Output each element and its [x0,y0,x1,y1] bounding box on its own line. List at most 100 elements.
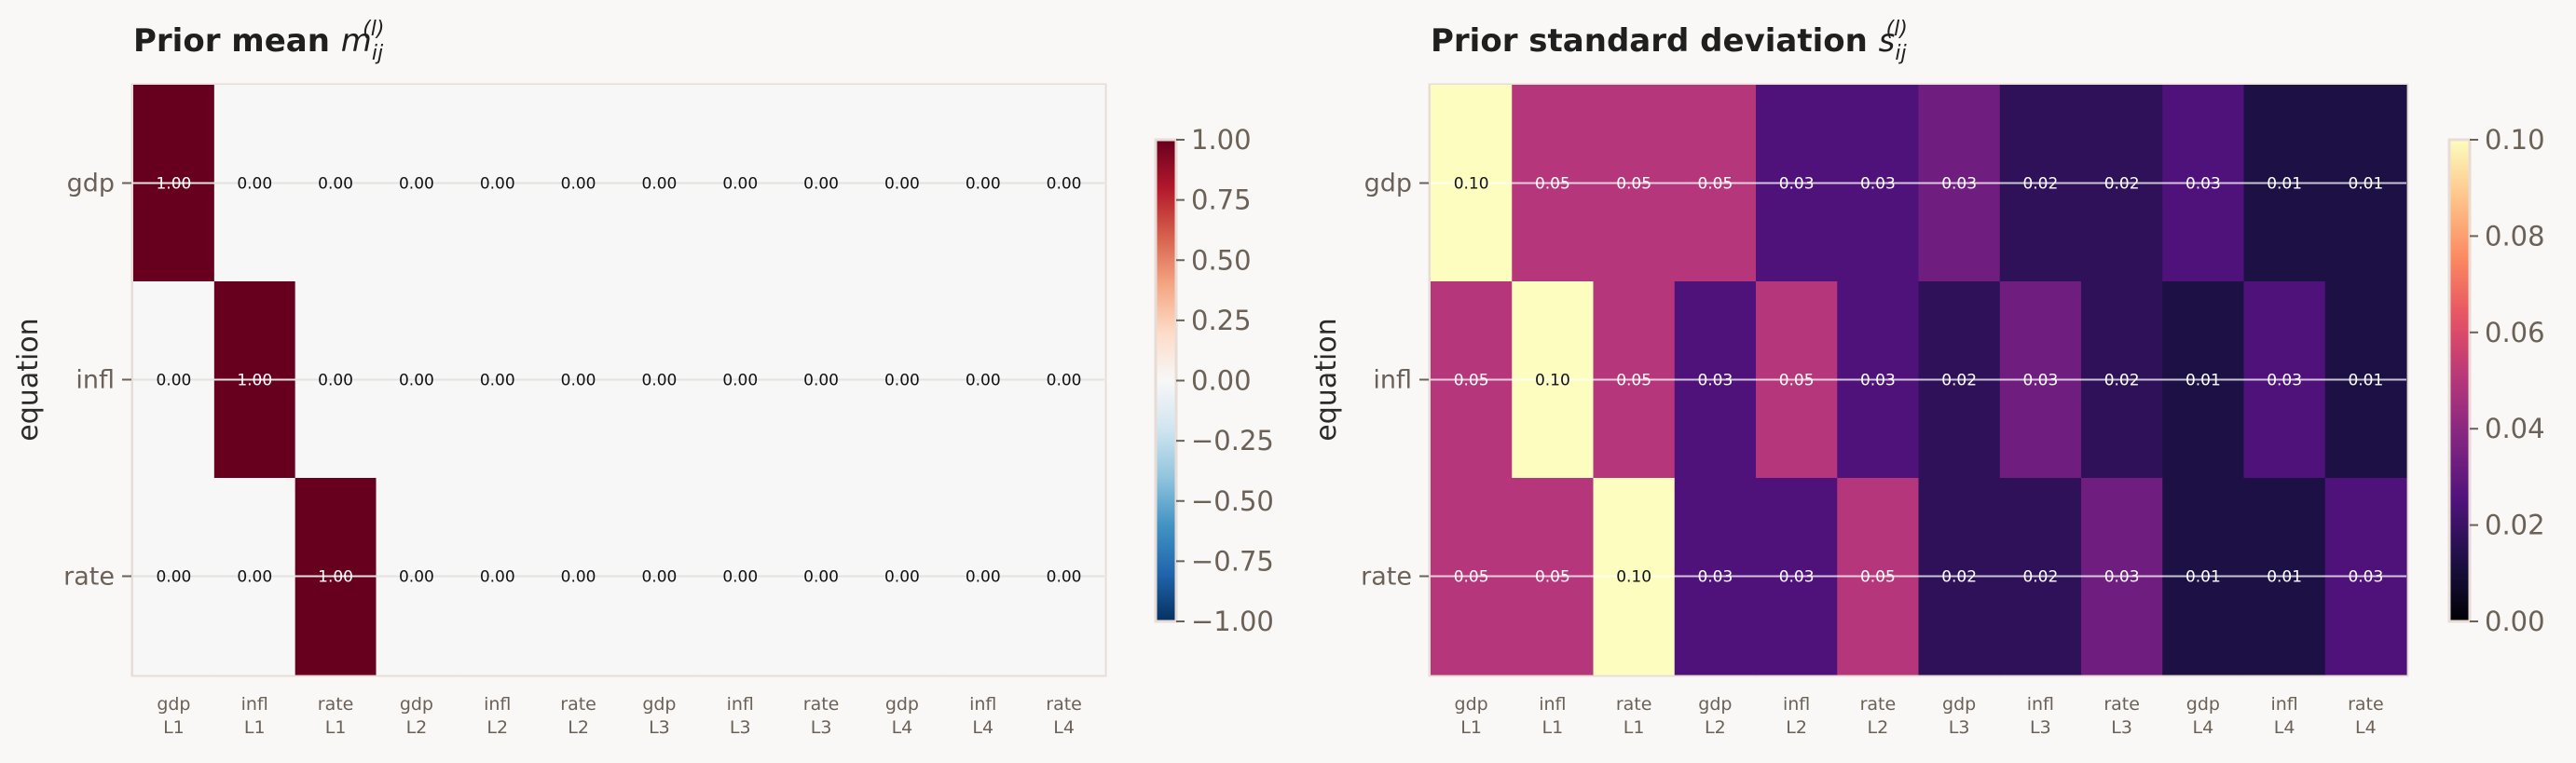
cell-value-label: 0.02 [1941,568,1977,587]
cell-value-label: 0.00 [966,175,1001,194]
cell-value-label: 0.00 [561,372,596,390]
x-tick-label: rate [318,694,354,715]
colorbar-tick-label: 1.00 [1191,124,1252,156]
cell-value-label: 0.00 [1047,568,1082,587]
cell-value-label: 0.03 [1697,372,1733,390]
cell-value-label: 0.01 [2185,372,2221,390]
cell-value-label: 0.00 [641,372,677,390]
cell-value-label: 0.00 [884,175,920,194]
cell-value-label: 0.00 [803,568,839,587]
x-tick-label: infl [1539,694,1566,715]
x-tick-label-lag: L4 [1053,717,1075,738]
x-tick-label: rate [1046,694,1082,715]
cell-value-label: 0.00 [1047,372,1082,390]
cell-value-label: 0.00 [966,372,1001,390]
colorbar [1154,138,1178,623]
cell-value-label: 0.05 [1616,175,1651,194]
cell-value-label: 0.00 [399,175,434,194]
cell-value-label: 0.02 [2022,568,2058,587]
cell-value-label: 0.00 [803,372,839,390]
cell-value-label: 0.03 [2104,568,2140,587]
cell-value-label: 0.03 [2022,372,2058,390]
cell-value-label: 1.00 [237,372,272,390]
colorbar-tick-label: 0.75 [1191,184,1252,216]
cell-value-label: 0.00 [480,372,515,390]
x-tick-label-lag: L1 [1542,717,1564,738]
x-tick-label: infl [727,694,754,715]
chart-title: Prior mean mij(l) [133,18,384,65]
cell-value-label: 0.00 [966,568,1001,587]
cell-value-label: 0.01 [2348,175,2383,194]
y-tick-label: gdp [67,170,115,198]
cell-value-label: 0.00 [641,175,677,194]
colorbar-tick-label: 0.04 [2485,413,2545,444]
x-tick-label: gdp [2186,694,2220,715]
x-tick-label: gdp [642,694,676,715]
cell-value-label: 0.00 [1047,175,1082,194]
colorbar-tick-label: 0.02 [2485,510,2545,541]
cell-value-label: 0.00 [399,568,434,587]
cell-value-label: 0.00 [722,568,758,587]
x-tick-label: infl [484,694,511,715]
x-tick-label: gdp [400,694,433,715]
x-tick-label-lag: L3 [2030,717,2051,738]
x-tick-label: rate [1860,694,1897,715]
x-tick-label-lag: L3 [649,717,670,738]
colorbar-tick-label: 0.50 [1191,244,1252,276]
x-tick-label-lag: L4 [2355,717,2377,738]
cell-value-label: 1.00 [318,568,353,587]
x-tick-label-lag: L4 [892,717,913,738]
cell-value-label: 0.03 [1860,175,1896,194]
y-axis-label: equation [1310,318,1343,441]
x-tick-label-lag: L1 [244,717,266,738]
cell-value-label: 0.05 [1454,372,1489,390]
x-tick-label: rate [803,694,840,715]
cell-value-label: 0.03 [1860,372,1896,390]
cell-value-label: 0.05 [1697,175,1733,194]
cell-value-label: 0.05 [1535,568,1570,587]
x-tick-label: gdp [157,694,190,715]
cell-value-label: 0.05 [1616,372,1651,390]
cell-value-label: 0.02 [1941,372,1977,390]
colorbar-tick-label: −0.25 [1191,425,1274,456]
x-tick-label-lag: L2 [486,717,508,738]
cell-value-label: 0.03 [1779,175,1815,194]
chart-title: Prior standard deviation sij(l) [1431,18,1908,65]
cell-value-label: 0.10 [1454,175,1489,194]
cell-value-label: 0.00 [399,372,434,390]
cell-value-label: 0.02 [2104,372,2140,390]
cell-value-label: 0.00 [156,372,191,390]
colorbar-tick-label: 0.10 [2485,124,2545,156]
cell-value-label: 0.00 [237,568,272,587]
cell-value-label: 0.01 [2348,372,2383,390]
cell-value-label: 0.00 [318,372,353,390]
x-tick-label-lag: L2 [406,717,428,738]
x-tick-label-lag: L1 [163,717,185,738]
cell-value-label: 0.01 [2267,175,2302,194]
cell-value-label: 0.03 [1779,568,1815,587]
x-tick-label-lag: L3 [811,717,832,738]
cell-value-label: 0.01 [2185,568,2221,587]
cell-value-label: 0.00 [480,568,515,587]
y-tick-label: rate [63,563,115,592]
x-tick-label: gdp [1698,694,1732,715]
x-tick-label: rate [560,694,596,715]
y-tick-label: infl [75,366,115,395]
heatmap-panel-2: 0.10 0.05 0.05 0.05 0.03 0.03 0.03 0.02 0.02 0.03… [1310,18,2545,738]
x-tick-label-lag: L1 [1624,717,1645,738]
x-tick-label-lag: L2 [568,717,589,738]
colorbar-tick-label: −1.00 [1191,606,1274,637]
x-tick-label: gdp [1455,694,1488,715]
colorbar [2447,138,2472,623]
cell-value-label: 0.05 [1779,372,1815,390]
x-tick-label: infl [1783,694,1810,715]
cell-value-label: 0.00 [803,175,839,194]
heatmap-panel-1: 1.00 0.00 0.00 0.00 0.00 0.00 0.00 0.00 0.00 0.00… [12,18,1274,738]
cell-value-label: 0.05 [1454,568,1489,587]
cell-value-label: 0.03 [1941,175,1977,194]
x-tick-label: infl [2027,694,2054,715]
x-tick-label-lag: L3 [1949,717,1970,738]
cell-value-label: 0.00 [884,372,920,390]
x-tick-label: rate [2103,694,2140,715]
